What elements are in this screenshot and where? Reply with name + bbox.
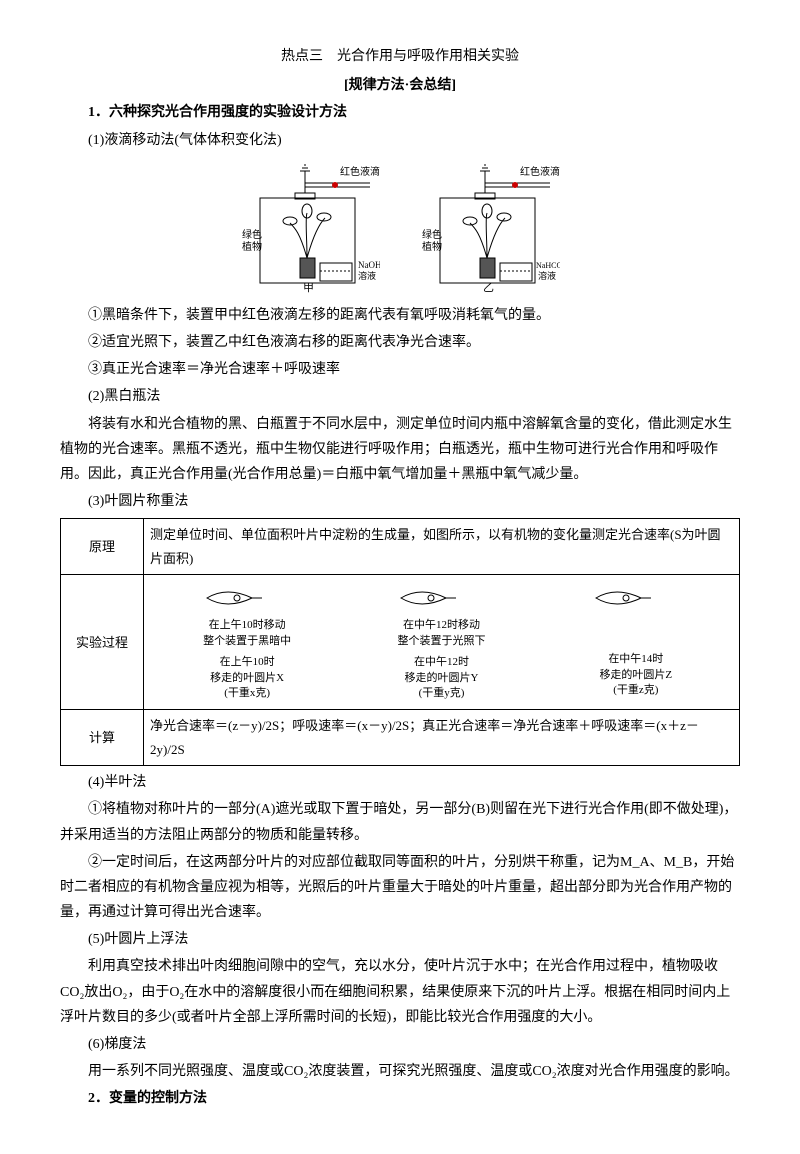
page-subtitle: [规律方法·会总结] <box>60 73 740 98</box>
apparatus-jia-svg: 红色液滴 绿色 植物 NaOH 溶液 甲 <box>240 163 380 293</box>
cell-calc-label: 计算 <box>61 710 144 766</box>
leaf-top-2: 在中午12时移动 整个装置于光照下 <box>396 618 486 649</box>
leaf-bot-2: 在中午12时 移走的叶圆片Y (干重y克) <box>396 655 486 701</box>
method-1-title: (1)液滴移动法(气体体积变化法) <box>60 128 740 153</box>
leaf-item-y: 在中午12时移动 整个装置于光照下 在中午12时 移走的叶圆片Y (干重y克) <box>396 583 486 701</box>
table-row: 实验过程 在上午10时移动 整个装置于黑暗中 在上午10时 移走的叶圆片X (干… <box>61 575 740 710</box>
cell-calc-text: 净光合速率＝(z－y)/2S；呼吸速率＝(x－y)/2S；真正光合速率＝净光合速… <box>144 710 740 766</box>
leaf-bot-3: 在中午14时 移走的叶圆片Z (干重z克) <box>591 652 681 698</box>
leaf-bot-1: 在上午10时 移走的叶圆片X (干重x克) <box>202 655 292 701</box>
svg-text:植物: 植物 <box>422 240 442 253</box>
figure-apparatus-row: 红色液滴 绿色 植物 NaOH 溶液 甲 红色液滴 <box>60 163 740 293</box>
experiment-table: 原理 测定单位时间、单位面积叶片中淀粉的生成量，如图所示，以有机物的变化量测定光… <box>60 518 740 766</box>
svg-text:溶液: 溶液 <box>358 270 376 281</box>
method-6-title: (6)梯度法 <box>60 1032 740 1057</box>
method-2-title: (2)黑白瓶法 <box>60 384 740 409</box>
cell-principle-text: 测定单位时间、单位面积叶片中淀粉的生成量，如图所示，以有机物的变化量测定光合速率… <box>144 519 740 575</box>
m1-line2: ②适宜光照下，装置乙中红色液滴右移的距离代表净光合速率。 <box>60 330 740 355</box>
method-4-title: (4)半叶法 <box>60 770 740 795</box>
heading-1: 1．六种探究光合作用强度的实验设计方法 <box>60 100 740 125</box>
page-title: 热点三 光合作用与呼吸作用相关实验 <box>60 44 740 69</box>
method-4-l1: ①将植物对称叶片的一部分(A)遮光或取下置于暗处，另一部分(B)则留在光下进行光… <box>60 797 740 847</box>
svg-text:NaHCO₃: NaHCO₃ <box>536 261 560 270</box>
table-row: 计算 净光合速率＝(z－y)/2S；呼吸速率＝(x－y)/2S；真正光合速率＝净… <box>61 710 740 766</box>
cell-process-content: 在上午10时移动 整个装置于黑暗中 在上午10时 移走的叶圆片X (干重x克) … <box>144 575 740 710</box>
leaf-top-1: 在上午10时移动 整个装置于黑暗中 <box>202 618 292 649</box>
method-2-body: 将装有水和光合植物的黑、白瓶置于不同水层中，测定单位时间内瓶中溶解氧含量的变化，… <box>60 412 740 488</box>
svg-text:甲: 甲 <box>303 282 314 293</box>
svg-text:绿色: 绿色 <box>422 228 442 241</box>
cell-process-label: 实验过程 <box>61 575 144 710</box>
leaf-item-x: 在上午10时移动 整个装置于黑暗中 在上午10时 移走的叶圆片X (干重x克) <box>202 583 292 701</box>
heading-2: 2．变量的控制方法 <box>60 1086 740 1111</box>
label-red-drop: 红色液滴 <box>340 165 380 178</box>
svg-text:植物: 植物 <box>242 240 262 253</box>
apparatus-jia: 红色液滴 绿色 植物 NaOH 溶液 甲 <box>240 163 380 293</box>
leaf-top-3 <box>591 618 681 646</box>
method-6-body: 用一系列不同光照强度、温度或CO₂浓度装置，可探究光照强度、温度或CO₂浓度对光… <box>60 1059 740 1084</box>
table-row: 原理 测定单位时间、单位面积叶片中淀粉的生成量，如图所示，以有机物的变化量测定光… <box>61 519 740 575</box>
apparatus-yi-svg: 红色液滴 绿色 植物 NaHCO₃ 溶液 乙 <box>420 163 560 293</box>
m1-line1: ①黑暗条件下，装置甲中红色液滴左移的距离代表有氧呼吸消耗氧气的量。 <box>60 303 740 328</box>
svg-text:乙: 乙 <box>483 281 494 293</box>
apparatus-yi: 红色液滴 绿色 植物 NaHCO₃ 溶液 乙 <box>420 163 560 293</box>
leaf-icon <box>591 583 681 613</box>
method-5-body: 利用真空技术排出叶肉细胞间隙中的空气，充以水分，使叶片沉于水中；在光合作用过程中… <box>60 954 740 1030</box>
method-4-l2: ②一定时间后，在这两部分叶片的对应部位截取同等面积的叶片，分别烘干称重，记为M_… <box>60 850 740 926</box>
svg-text:NaOH: NaOH <box>358 260 380 270</box>
leaf-icon <box>396 583 486 613</box>
leaf-item-z: 在中午14时 移走的叶圆片Z (干重z克) <box>591 583 681 699</box>
m1-line3: ③真正光合速率＝净光合速率＋呼吸速率 <box>60 357 740 382</box>
cell-principle-label: 原理 <box>61 519 144 575</box>
method-5-title: (5)叶圆片上浮法 <box>60 927 740 952</box>
svg-text:绿色: 绿色 <box>242 228 262 241</box>
method-3-title: (3)叶圆片称重法 <box>60 489 740 514</box>
svg-text:溶液: 溶液 <box>538 270 556 281</box>
leaf-icon <box>202 583 292 613</box>
svg-text:红色液滴: 红色液滴 <box>520 165 560 178</box>
